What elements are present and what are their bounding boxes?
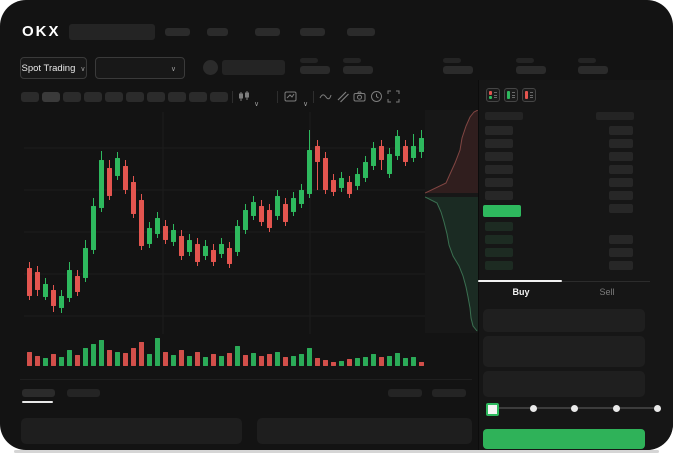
timeframe-button-skeleton[interactable] bbox=[147, 92, 165, 102]
ask-size-skeleton[interactable] bbox=[609, 139, 633, 148]
bid-price-skeleton[interactable] bbox=[485, 248, 513, 257]
depth-chart bbox=[425, 110, 478, 333]
chevron-down-icon bbox=[80, 63, 85, 74]
chevron-down-icon bbox=[171, 63, 176, 74]
ask-size-skeleton[interactable] bbox=[609, 165, 633, 174]
coin-avatar bbox=[203, 60, 218, 75]
orderbook-buys-icon[interactable] bbox=[504, 88, 518, 102]
ask-price-skeleton[interactable] bbox=[485, 178, 513, 187]
tab-sell[interactable]: Sell bbox=[599, 287, 615, 297]
slider-handle[interactable] bbox=[486, 403, 499, 416]
timeframe-button-skeleton[interactable] bbox=[21, 92, 39, 102]
ask-price-skeleton[interactable] bbox=[485, 165, 513, 174]
ask-price-skeleton[interactable] bbox=[485, 191, 513, 200]
orderbook-sells-icon[interactable] bbox=[522, 88, 536, 102]
nav-item-skeleton[interactable] bbox=[347, 28, 375, 36]
chevron-down-icon[interactable] bbox=[254, 93, 259, 111]
bid-price-skeleton[interactable] bbox=[485, 222, 513, 231]
stat-value-skeleton bbox=[443, 66, 473, 74]
tabbar-divider bbox=[478, 281, 650, 282]
bid-size-skeleton[interactable] bbox=[609, 248, 633, 257]
timeframe-button-skeleton[interactable] bbox=[42, 92, 60, 102]
ask-size-skeleton[interactable] bbox=[609, 204, 633, 213]
last-price-indicator[interactable] bbox=[483, 205, 521, 217]
chevron-down-icon[interactable] bbox=[303, 93, 308, 111]
device-bottom-edge bbox=[14, 450, 659, 453]
orders-action-skeleton[interactable] bbox=[432, 389, 466, 397]
timeframe-button-skeleton[interactable] bbox=[210, 92, 228, 102]
ask-price-skeleton[interactable] bbox=[485, 139, 513, 148]
history-tab-skeleton[interactable] bbox=[67, 389, 100, 397]
stat-label-skeleton bbox=[300, 58, 318, 63]
timeframe-button-skeleton[interactable] bbox=[105, 92, 123, 102]
orderbook-both-icon[interactable] bbox=[486, 88, 500, 102]
nav-item-skeleton[interactable] bbox=[300, 28, 325, 36]
slider-stop[interactable] bbox=[571, 405, 578, 412]
order-type-field[interactable] bbox=[483, 309, 645, 332]
slider-stop[interactable] bbox=[612, 405, 620, 412]
stat-value-skeleton bbox=[300, 66, 330, 74]
stat-label-skeleton bbox=[578, 58, 596, 63]
price-field[interactable] bbox=[483, 336, 645, 367]
history-clock-icon[interactable] bbox=[370, 90, 383, 103]
okx-logo: OKX bbox=[22, 23, 61, 40]
nav-item-skeleton[interactable] bbox=[207, 28, 228, 36]
nav-item-skeleton[interactable] bbox=[165, 28, 190, 36]
active-tab-underline bbox=[22, 401, 53, 403]
pair-dropdown[interactable] bbox=[95, 57, 185, 79]
ask-price-skeleton[interactable] bbox=[485, 126, 513, 135]
volume-chart bbox=[27, 338, 424, 366]
timeframe-button-skeleton[interactable] bbox=[126, 92, 144, 102]
active-tab-indicator bbox=[478, 280, 562, 282]
stat-value-skeleton bbox=[578, 66, 608, 74]
camera-icon[interactable] bbox=[353, 90, 366, 103]
stat-label-skeleton bbox=[343, 58, 361, 63]
line-tool-icon[interactable] bbox=[319, 90, 332, 103]
bid-price-skeleton[interactable] bbox=[485, 235, 513, 244]
orderbook-size-header-skeleton bbox=[596, 112, 634, 120]
ask-size-skeleton[interactable] bbox=[609, 126, 633, 135]
timeframe-button-skeleton[interactable] bbox=[189, 92, 207, 102]
timeframe-button-skeleton[interactable] bbox=[168, 92, 186, 102]
ask-size-skeleton[interactable] bbox=[609, 152, 633, 161]
fullscreen-icon[interactable] bbox=[387, 90, 400, 103]
indicator-icon[interactable] bbox=[284, 90, 297, 103]
slider-stop[interactable] bbox=[529, 405, 537, 412]
orders-filter-skeleton[interactable] bbox=[388, 389, 422, 397]
nav-item-skeleton[interactable] bbox=[255, 28, 280, 36]
pair-name-skeleton bbox=[222, 60, 285, 75]
orders-table-skeleton bbox=[257, 418, 472, 444]
stat-label-skeleton bbox=[516, 58, 534, 63]
bid-size-skeleton[interactable] bbox=[609, 235, 633, 244]
measure-icon[interactable] bbox=[336, 90, 349, 103]
tab-buy[interactable]: Buy bbox=[512, 287, 530, 297]
ask-price-skeleton[interactable] bbox=[485, 152, 513, 161]
bid-size-skeleton[interactable] bbox=[609, 261, 633, 270]
slider-stop[interactable] bbox=[654, 405, 661, 412]
market-type-label: Spot Trading bbox=[21, 62, 76, 74]
timeframe-button-skeleton[interactable] bbox=[63, 92, 81, 102]
stat-label-skeleton bbox=[443, 58, 461, 63]
candle-style-icon[interactable] bbox=[238, 90, 251, 103]
timeframe-button-skeleton[interactable] bbox=[84, 92, 102, 102]
buy-submit-button[interactable] bbox=[483, 429, 645, 449]
stat-value-skeleton bbox=[343, 66, 373, 74]
candlestick-chart[interactable] bbox=[24, 110, 425, 336]
amount-field[interactable] bbox=[483, 371, 645, 397]
orders-table-skeleton bbox=[21, 418, 242, 444]
orders-tab-skeleton[interactable] bbox=[22, 389, 55, 397]
ask-size-skeleton[interactable] bbox=[609, 178, 633, 187]
ask-size-skeleton[interactable] bbox=[609, 191, 633, 200]
header-search-skeleton[interactable] bbox=[69, 24, 155, 40]
orderbook-price-header-skeleton bbox=[485, 112, 523, 120]
stat-value-skeleton bbox=[516, 66, 546, 74]
bid-price-skeleton[interactable] bbox=[485, 261, 513, 270]
market-type-dropdown[interactable]: Spot Trading bbox=[20, 57, 87, 79]
